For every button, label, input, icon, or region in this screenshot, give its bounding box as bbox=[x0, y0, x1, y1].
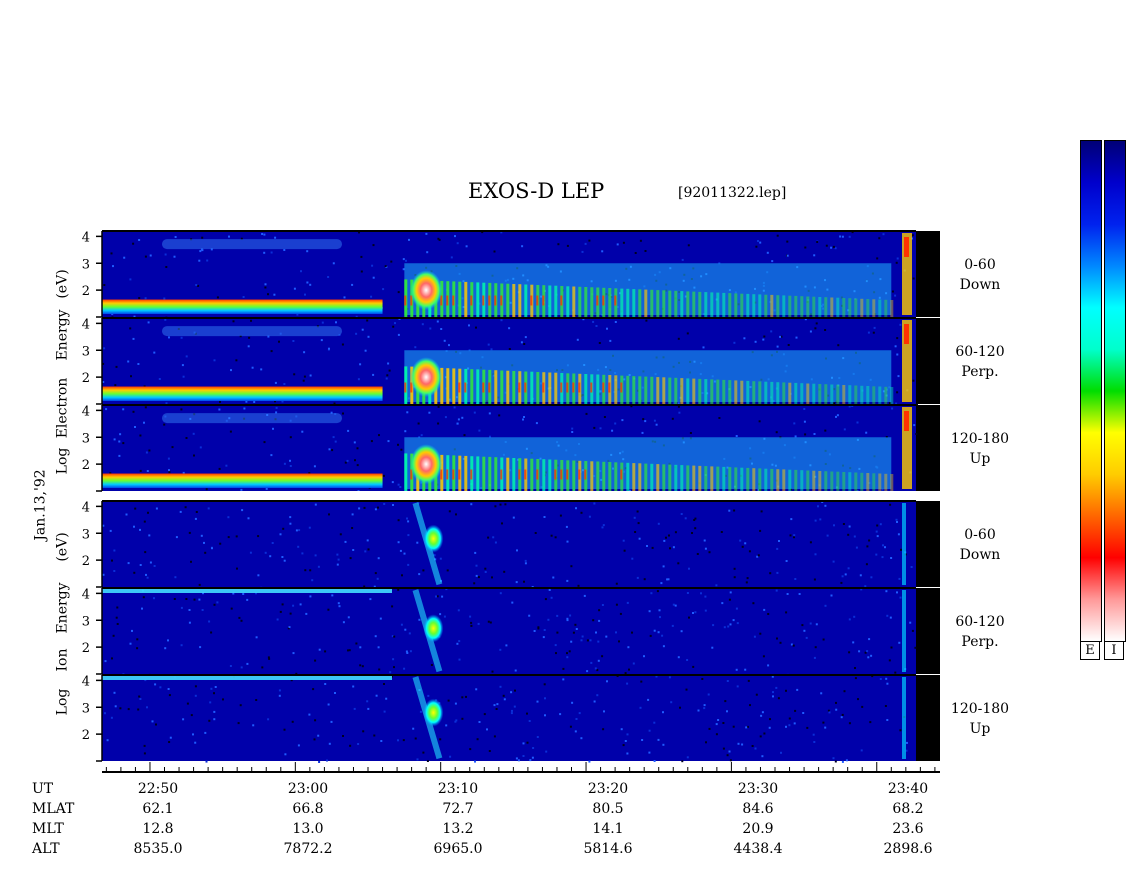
colorbar-electron bbox=[1080, 140, 1102, 642]
ephemeris-value: 13.2 bbox=[442, 821, 474, 837]
ephemeris-value: 72.7 bbox=[442, 801, 474, 817]
pitch-direction-label: Down bbox=[959, 547, 1001, 563]
y-tick-label: 2 bbox=[82, 458, 90, 473]
ephemeris-value: 23:00 bbox=[287, 781, 329, 797]
electron-baseline bbox=[102, 299, 383, 314]
panel-4: 4 3 2 bbox=[82, 587, 940, 676]
y-label-ion: Ion bbox=[53, 648, 70, 672]
ion-burst bbox=[423, 524, 444, 553]
ephemeris-value: 22:50 bbox=[137, 781, 179, 797]
pitch-direction-label: Up bbox=[969, 721, 991, 737]
y-tick-label: 2 bbox=[82, 641, 90, 656]
ephemeris-value: 5814.6 bbox=[583, 841, 633, 857]
y-label-electron: Electron bbox=[53, 377, 70, 439]
ephemeris-value: 13.0 bbox=[292, 821, 324, 837]
ephemeris-value: 23:10 bbox=[437, 781, 479, 797]
y-tick-label: 4 bbox=[82, 404, 90, 419]
y-tick-label: 3 bbox=[82, 257, 90, 272]
colorbar-ion bbox=[1104, 140, 1126, 642]
pitch-range-label: 120-180 bbox=[950, 701, 1010, 717]
y-tick-label: 2 bbox=[82, 554, 90, 569]
y-tick-label: 3 bbox=[82, 431, 90, 446]
electron-baseline bbox=[102, 386, 383, 401]
y-tick-label: 3 bbox=[82, 527, 90, 542]
panel-1: 4 3 2 bbox=[82, 317, 940, 406]
ephemeris-value: 84.6 bbox=[742, 801, 774, 817]
ephemeris-value: 66.8 bbox=[292, 801, 324, 817]
electron-burst bbox=[410, 444, 443, 485]
y-label-energy-electron: Energy bbox=[54, 309, 71, 361]
electron-burst bbox=[410, 357, 443, 398]
y-label-unit-electron: (eV) bbox=[54, 269, 71, 299]
y-tick-label: 4 bbox=[82, 587, 90, 602]
electron-baseline bbox=[102, 473, 383, 488]
panel-5: 4 3 2 bbox=[82, 674, 940, 763]
ephemeris-value: 62.1 bbox=[142, 801, 174, 817]
ephemeris-value: 7872.2 bbox=[283, 841, 333, 857]
pitch-range-label: 60-120 bbox=[955, 614, 1005, 630]
panel-background bbox=[102, 588, 916, 674]
data-gap-band bbox=[916, 318, 940, 404]
ephemeris-value: 6965.0 bbox=[433, 841, 483, 857]
file-name: [92011322.lep] bbox=[678, 185, 787, 201]
pitch-direction-label: Perp. bbox=[961, 634, 999, 650]
y-tick-label: 4 bbox=[82, 500, 90, 515]
ephemeris-row-label: MLT bbox=[32, 821, 64, 837]
y-tick-label: 4 bbox=[82, 317, 90, 332]
panel-background bbox=[102, 501, 916, 587]
colorbar-label-ion: I bbox=[1104, 641, 1124, 660]
y-tick-label: 3 bbox=[82, 344, 90, 359]
ephemeris-value: 20.9 bbox=[742, 821, 774, 837]
y-tick-label: 3 bbox=[82, 701, 90, 716]
ephemeris-value: 23:20 bbox=[587, 781, 629, 797]
y-tick-label: 2 bbox=[82, 284, 90, 299]
y-tick-label: 4 bbox=[82, 674, 90, 689]
y-tick-label: 2 bbox=[82, 371, 90, 386]
y-label-log-ion: Log bbox=[53, 688, 70, 716]
ephemeris-row-label: UT bbox=[32, 781, 54, 797]
pitch-direction-label: Up bbox=[969, 451, 991, 467]
ephemeris-value: 23:40 bbox=[887, 781, 929, 797]
pitch-direction-label: Down bbox=[959, 277, 1001, 293]
panel-background bbox=[102, 675, 916, 761]
colorbar-label-electron: E bbox=[1080, 641, 1100, 660]
ephemeris-value: 68.2 bbox=[892, 801, 924, 817]
pitch-direction-label: Perp. bbox=[961, 364, 999, 380]
y-label-log-electron: Log bbox=[53, 447, 70, 475]
ephemeris-value: 23.6 bbox=[892, 821, 924, 837]
pitch-range-label: 60-120 bbox=[955, 344, 1005, 360]
electron-burst bbox=[410, 270, 443, 311]
chart-title: EXOS-D LEP bbox=[468, 179, 605, 203]
ephemeris-value: 8535.0 bbox=[133, 841, 183, 857]
ephemeris-value: 14.1 bbox=[592, 821, 624, 837]
pitch-range-label: 120-180 bbox=[950, 431, 1010, 447]
ephemeris-value: 23:30 bbox=[737, 781, 779, 797]
y-label-energy-ion: Energy bbox=[54, 582, 71, 634]
ephemeris-value: 2898.6 bbox=[883, 841, 933, 857]
panel-0: 4 3 2 bbox=[82, 230, 940, 319]
y-tick-label: 4 bbox=[82, 230, 90, 245]
ephemeris-value: 4438.4 bbox=[733, 841, 783, 857]
pitch-range-label: 0-60 bbox=[964, 527, 996, 543]
data-gap-band bbox=[916, 588, 940, 674]
ephemeris-value: 80.5 bbox=[592, 801, 624, 817]
panel-3: 4 3 2 bbox=[82, 500, 940, 589]
ion-burst bbox=[423, 614, 444, 643]
y-label-unit-ion: (eV) bbox=[54, 532, 71, 562]
data-gap-band bbox=[916, 675, 940, 761]
y-tick-label: 2 bbox=[82, 728, 90, 743]
pitch-range-label: 0-60 bbox=[964, 257, 996, 273]
ephemeris-value: 12.8 bbox=[142, 821, 174, 837]
date-label: Jan.13,'92 bbox=[32, 469, 49, 541]
ion-burst bbox=[423, 698, 444, 727]
data-gap-band bbox=[916, 501, 940, 587]
data-gap-band bbox=[916, 405, 940, 491]
panel-2: 4 3 2 bbox=[82, 404, 940, 493]
ephemeris-row-label: MLAT bbox=[32, 801, 75, 817]
data-gap-band bbox=[916, 231, 940, 317]
ephemeris-row-label: ALT bbox=[32, 841, 60, 857]
y-tick-label: 3 bbox=[82, 614, 90, 629]
